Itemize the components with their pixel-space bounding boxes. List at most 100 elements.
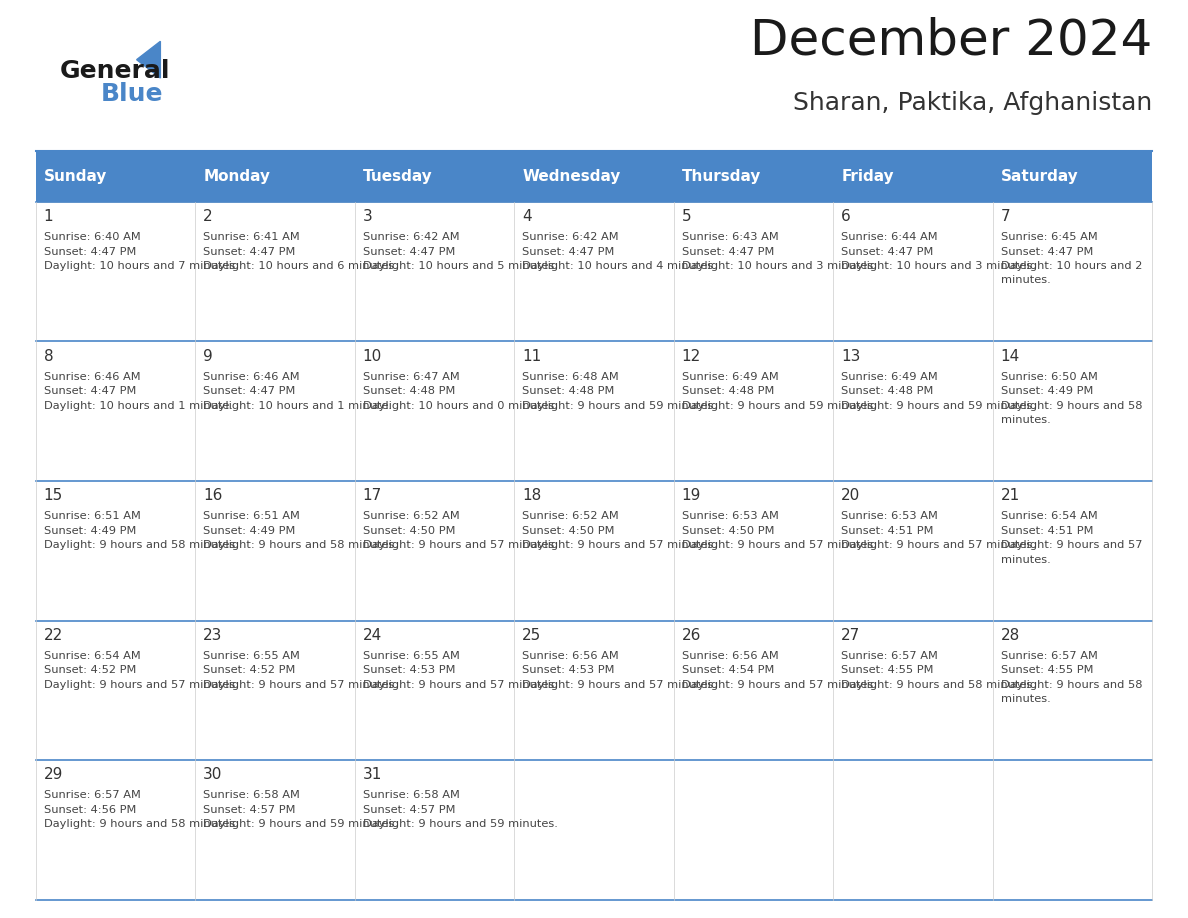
Bar [195,481,355,621]
Bar [514,202,674,341]
Bar [355,341,514,481]
Text: 6: 6 [841,209,851,224]
Text: Wednesday: Wednesday [523,169,620,185]
Text: 8: 8 [44,349,53,364]
Text: 7: 7 [1000,209,1011,224]
Bar [195,202,355,341]
Text: 29: 29 [44,767,63,782]
Bar [514,341,674,481]
Bar [833,760,993,900]
Text: Thursday: Thursday [682,169,762,185]
Text: 18: 18 [523,488,542,503]
Text: Sunrise: 6:43 AM
Sunset: 4:47 PM
Daylight: 10 hours and 3 minutes.: Sunrise: 6:43 AM Sunset: 4:47 PM Dayligh… [682,232,877,271]
Text: Sunrise: 6:40 AM
Sunset: 4:47 PM
Daylight: 10 hours and 7 minutes.: Sunrise: 6:40 AM Sunset: 4:47 PM Dayligh… [44,232,239,271]
Text: Sunrise: 6:48 AM
Sunset: 4:48 PM
Daylight: 9 hours and 59 minutes.: Sunrise: 6:48 AM Sunset: 4:48 PM Dayligh… [523,372,718,410]
Bar [514,621,674,760]
Text: 23: 23 [203,628,222,643]
Text: Sunrise: 6:41 AM
Sunset: 4:47 PM
Daylight: 10 hours and 6 minutes.: Sunrise: 6:41 AM Sunset: 4:47 PM Dayligh… [203,232,398,271]
Text: Sunrise: 6:53 AM
Sunset: 4:51 PM
Daylight: 9 hours and 57 minutes.: Sunrise: 6:53 AM Sunset: 4:51 PM Dayligh… [841,511,1036,550]
Text: Sunrise: 6:57 AM
Sunset: 4:56 PM
Daylight: 9 hours and 58 minutes.: Sunrise: 6:57 AM Sunset: 4:56 PM Dayligh… [44,790,239,829]
Text: Sunrise: 6:51 AM
Sunset: 4:49 PM
Daylight: 9 hours and 58 minutes.: Sunrise: 6:51 AM Sunset: 4:49 PM Dayligh… [203,511,398,550]
Text: Sunrise: 6:50 AM
Sunset: 4:49 PM
Daylight: 9 hours and 58 minutes.: Sunrise: 6:50 AM Sunset: 4:49 PM Dayligh… [1000,372,1143,425]
Text: Monday: Monday [203,169,270,185]
Text: Sunrise: 6:58 AM
Sunset: 4:57 PM
Daylight: 9 hours and 59 minutes.: Sunrise: 6:58 AM Sunset: 4:57 PM Dayligh… [362,790,557,829]
Text: Sunrise: 6:46 AM
Sunset: 4:47 PM
Daylight: 10 hours and 1 minute.: Sunrise: 6:46 AM Sunset: 4:47 PM Dayligh… [203,372,392,410]
Text: Sunrise: 6:54 AM
Sunset: 4:52 PM
Daylight: 9 hours and 57 minutes.: Sunrise: 6:54 AM Sunset: 4:52 PM Dayligh… [44,651,239,689]
Text: 16: 16 [203,488,222,503]
Bar [674,481,833,621]
Bar [514,760,674,900]
Bar [195,151,355,202]
Text: Saturday: Saturday [1000,169,1079,185]
Text: 5: 5 [682,209,691,224]
Text: General: General [59,59,170,83]
Text: 25: 25 [523,628,542,643]
Text: Sunrise: 6:42 AM
Sunset: 4:47 PM
Daylight: 10 hours and 5 minutes.: Sunrise: 6:42 AM Sunset: 4:47 PM Dayligh… [362,232,557,271]
Bar [674,341,833,481]
Text: Sunrise: 6:51 AM
Sunset: 4:49 PM
Daylight: 9 hours and 58 minutes.: Sunrise: 6:51 AM Sunset: 4:49 PM Dayligh… [44,511,239,550]
Bar [993,151,1152,202]
Text: 2: 2 [203,209,213,224]
Bar [993,621,1152,760]
Text: Sunrise: 6:52 AM
Sunset: 4:50 PM
Daylight: 9 hours and 57 minutes.: Sunrise: 6:52 AM Sunset: 4:50 PM Dayligh… [523,511,718,550]
Text: 28: 28 [1000,628,1020,643]
Polygon shape [137,41,160,78]
Text: Sunrise: 6:47 AM
Sunset: 4:48 PM
Daylight: 10 hours and 0 minutes.: Sunrise: 6:47 AM Sunset: 4:48 PM Dayligh… [362,372,557,410]
Text: 15: 15 [44,488,63,503]
Bar [833,151,993,202]
Text: 4: 4 [523,209,532,224]
Text: Sunrise: 6:54 AM
Sunset: 4:51 PM
Daylight: 9 hours and 57 minutes.: Sunrise: 6:54 AM Sunset: 4:51 PM Dayligh… [1000,511,1143,565]
Bar [993,341,1152,481]
Bar [36,481,195,621]
Bar [833,481,993,621]
Bar [674,202,833,341]
Text: Sunrise: 6:55 AM
Sunset: 4:53 PM
Daylight: 9 hours and 57 minutes.: Sunrise: 6:55 AM Sunset: 4:53 PM Dayligh… [362,651,557,689]
Text: 19: 19 [682,488,701,503]
Text: 22: 22 [44,628,63,643]
Bar [514,151,674,202]
Text: Sunrise: 6:55 AM
Sunset: 4:52 PM
Daylight: 9 hours and 57 minutes.: Sunrise: 6:55 AM Sunset: 4:52 PM Dayligh… [203,651,398,689]
Text: 26: 26 [682,628,701,643]
Text: Sunrise: 6:49 AM
Sunset: 4:48 PM
Daylight: 9 hours and 59 minutes.: Sunrise: 6:49 AM Sunset: 4:48 PM Dayligh… [841,372,1036,410]
Text: Sunrise: 6:49 AM
Sunset: 4:48 PM
Daylight: 9 hours and 59 minutes.: Sunrise: 6:49 AM Sunset: 4:48 PM Dayligh… [682,372,877,410]
Text: 24: 24 [362,628,381,643]
Text: 1: 1 [44,209,53,224]
Text: Sunrise: 6:44 AM
Sunset: 4:47 PM
Daylight: 10 hours and 3 minutes.: Sunrise: 6:44 AM Sunset: 4:47 PM Dayligh… [841,232,1036,271]
Text: Friday: Friday [841,169,893,185]
Text: 31: 31 [362,767,383,782]
Text: 11: 11 [523,349,542,364]
Text: December 2024: December 2024 [750,17,1152,64]
Bar [195,341,355,481]
Text: Sharan, Paktika, Afghanistan: Sharan, Paktika, Afghanistan [794,91,1152,115]
Bar [674,760,833,900]
Text: Sunrise: 6:45 AM
Sunset: 4:47 PM
Daylight: 10 hours and 2 minutes.: Sunrise: 6:45 AM Sunset: 4:47 PM Dayligh… [1000,232,1142,285]
Text: 17: 17 [362,488,381,503]
Bar [514,481,674,621]
Bar [355,151,514,202]
Text: 9: 9 [203,349,213,364]
Text: 3: 3 [362,209,372,224]
Bar [36,621,195,760]
Text: Sunrise: 6:57 AM
Sunset: 4:55 PM
Daylight: 9 hours and 58 minutes.: Sunrise: 6:57 AM Sunset: 4:55 PM Dayligh… [841,651,1036,689]
Text: Sunrise: 6:52 AM
Sunset: 4:50 PM
Daylight: 9 hours and 57 minutes.: Sunrise: 6:52 AM Sunset: 4:50 PM Dayligh… [362,511,557,550]
Bar [833,341,993,481]
Bar [355,481,514,621]
Bar [195,760,355,900]
Text: 27: 27 [841,628,860,643]
Text: 10: 10 [362,349,381,364]
Text: 14: 14 [1000,349,1020,364]
Bar [674,621,833,760]
Text: 21: 21 [1000,488,1020,503]
Text: Sunrise: 6:58 AM
Sunset: 4:57 PM
Daylight: 9 hours and 59 minutes.: Sunrise: 6:58 AM Sunset: 4:57 PM Dayligh… [203,790,398,829]
Bar [355,202,514,341]
Text: Sunrise: 6:53 AM
Sunset: 4:50 PM
Daylight: 9 hours and 57 minutes.: Sunrise: 6:53 AM Sunset: 4:50 PM Dayligh… [682,511,877,550]
Text: Sunday: Sunday [44,169,107,185]
Text: 20: 20 [841,488,860,503]
Text: 13: 13 [841,349,860,364]
Text: Sunrise: 6:56 AM
Sunset: 4:53 PM
Daylight: 9 hours and 57 minutes.: Sunrise: 6:56 AM Sunset: 4:53 PM Dayligh… [523,651,718,689]
Bar [36,151,195,202]
Text: Sunrise: 6:56 AM
Sunset: 4:54 PM
Daylight: 9 hours and 57 minutes.: Sunrise: 6:56 AM Sunset: 4:54 PM Dayligh… [682,651,877,689]
Text: Sunrise: 6:42 AM
Sunset: 4:47 PM
Daylight: 10 hours and 4 minutes.: Sunrise: 6:42 AM Sunset: 4:47 PM Dayligh… [523,232,718,271]
Text: Blue: Blue [101,82,164,106]
Bar [674,151,833,202]
